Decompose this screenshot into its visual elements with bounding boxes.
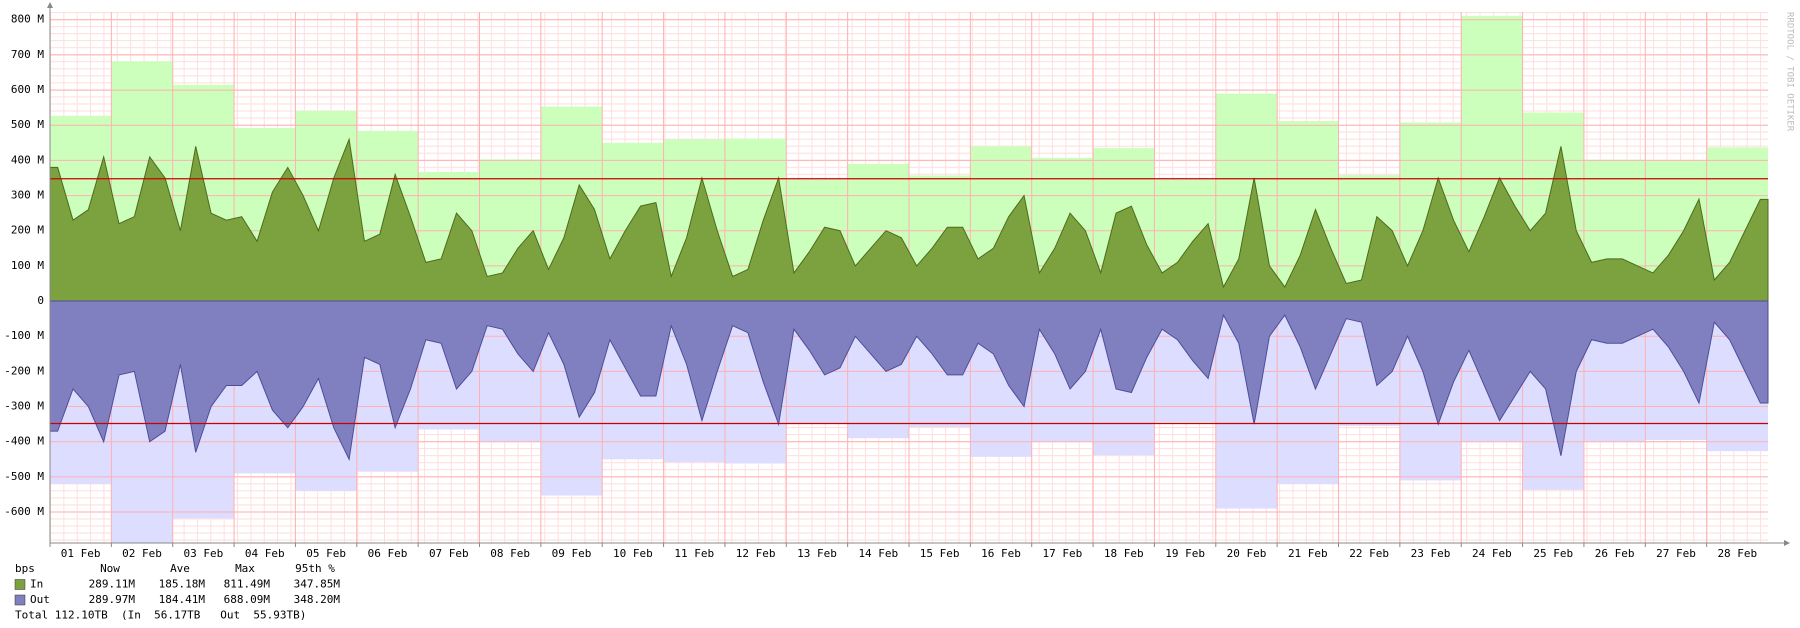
y-tick-label: -600 M bbox=[4, 505, 44, 518]
x-tick-label: 17 Feb bbox=[1043, 547, 1083, 560]
y-tick-label: -300 M bbox=[4, 400, 44, 413]
x-tick-label: 09 Feb bbox=[552, 547, 592, 560]
y-tick-label: 0 bbox=[37, 294, 44, 307]
y-tick-label: 700 M bbox=[11, 48, 44, 61]
x-tick-label: 02 Feb bbox=[122, 547, 162, 560]
x-tick-label: 19 Feb bbox=[1165, 547, 1205, 560]
y-tick-label: 400 M bbox=[11, 153, 44, 166]
legend-stat: 289.11M bbox=[89, 578, 136, 591]
legend-header: bps bbox=[15, 562, 35, 575]
x-tick-label: 27 Feb bbox=[1656, 547, 1696, 560]
x-tick-label: 05 Feb bbox=[306, 547, 346, 560]
legend-stat: 347.85M bbox=[294, 578, 341, 591]
y-tick-label: -500 M bbox=[4, 470, 44, 483]
x-tick-label: 07 Feb bbox=[429, 547, 469, 560]
x-tick-label: 06 Feb bbox=[368, 547, 408, 560]
y-axis-arrow bbox=[47, 2, 53, 8]
x-tick-label: 12 Feb bbox=[736, 547, 776, 560]
y-tick-label: -100 M bbox=[4, 329, 44, 342]
x-tick-label: 22 Feb bbox=[1349, 547, 1389, 560]
y-tick-label: 200 M bbox=[11, 224, 44, 237]
x-tick-label: 24 Feb bbox=[1472, 547, 1512, 560]
x-tick-label: 03 Feb bbox=[184, 547, 224, 560]
legend-header: Ave bbox=[170, 562, 190, 575]
legend-stat: 688.09M bbox=[224, 593, 271, 606]
traffic-area bbox=[49, 137, 1769, 302]
x-tick-label: 01 Feb bbox=[61, 547, 101, 560]
legend-stat: 289.97M bbox=[89, 593, 136, 606]
legend-header: Now bbox=[100, 562, 120, 575]
x-tick-label: 15 Feb bbox=[920, 547, 960, 560]
y-tick-label: 100 M bbox=[11, 259, 44, 272]
x-tick-label: 11 Feb bbox=[674, 547, 714, 560]
y-tick-label: 600 M bbox=[11, 83, 44, 96]
x-tick-label: 13 Feb bbox=[797, 547, 837, 560]
legend-header: 95th % bbox=[295, 562, 335, 575]
x-tick-label: 10 Feb bbox=[613, 547, 653, 560]
legend-header: Max bbox=[235, 562, 255, 575]
x-tick-label: 26 Feb bbox=[1595, 547, 1635, 560]
x-tick-label: 04 Feb bbox=[245, 547, 285, 560]
x-tick-label: 14 Feb bbox=[858, 547, 898, 560]
legend-stat: 811.49M bbox=[224, 578, 271, 591]
legend-name: In bbox=[30, 578, 43, 591]
legend-stat: 348.20M bbox=[294, 593, 341, 606]
x-tick-label: 23 Feb bbox=[1411, 547, 1451, 560]
legend-stat: 185.18M bbox=[159, 578, 206, 591]
legend-swatch bbox=[14, 579, 26, 590]
legend-swatch bbox=[14, 594, 26, 606]
legend-stat: 184.41M bbox=[159, 593, 206, 606]
x-tick-label: 16 Feb bbox=[981, 547, 1021, 560]
watermark: RRDTOOL / TOBI OETIKER bbox=[1785, 12, 1795, 132]
y-tick-label: -200 M bbox=[4, 364, 44, 377]
y-tick-label: 500 M bbox=[11, 118, 44, 131]
traffic-area bbox=[49, 300, 1769, 461]
plot bbox=[49, 12, 1769, 543]
x-tick-label: 21 Feb bbox=[1288, 547, 1328, 560]
legend-total: Total 112.10TB (In 56.17TB Out 55.93TB) bbox=[15, 609, 306, 622]
legend-name: Out bbox=[30, 593, 50, 606]
y-tick-label: 800 M bbox=[11, 13, 44, 26]
x-tick-label: 28 Feb bbox=[1717, 547, 1757, 560]
y-tick-label: 300 M bbox=[11, 189, 44, 202]
x-axis-arrow bbox=[1784, 540, 1790, 546]
x-tick-label: 08 Feb bbox=[490, 547, 530, 560]
y-tick-label: -400 M bbox=[4, 435, 44, 448]
x-tick-label: 18 Feb bbox=[1104, 547, 1144, 560]
x-tick-label: 25 Feb bbox=[1533, 547, 1573, 560]
x-tick-label: 20 Feb bbox=[1227, 547, 1267, 560]
